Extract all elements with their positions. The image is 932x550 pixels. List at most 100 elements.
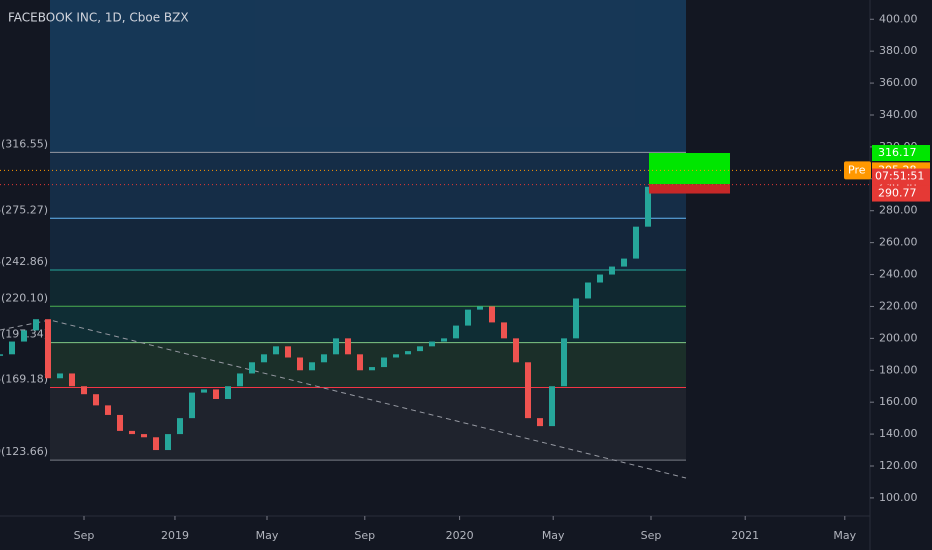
- x-tick-label: Sep: [641, 529, 662, 542]
- candle: [285, 346, 291, 358]
- candle: [429, 341, 435, 347]
- candle: [537, 418, 543, 427]
- candle: [141, 434, 147, 438]
- y-tick-label: 240.00: [879, 268, 918, 281]
- fib-label: 0(123.66): [0, 445, 48, 458]
- candle: [561, 338, 567, 387]
- x-tick-label: 2019: [161, 529, 189, 542]
- zone: [50, 306, 686, 343]
- zone: [50, 342, 686, 388]
- candle: [9, 341, 15, 355]
- fib-label: 8(242.86): [0, 255, 48, 268]
- candle: [321, 354, 327, 363]
- zone: [50, 218, 686, 270]
- zones: 1(316.55)6(275.27)8(242.86)5(220.10)2(19…: [0, 0, 687, 479]
- candle: [189, 392, 195, 419]
- timer: 07:51:51: [875, 170, 924, 183]
- candle: [261, 354, 267, 363]
- candle: [225, 386, 231, 399]
- candle: [393, 354, 399, 358]
- y-tick-label: 140.00: [879, 427, 918, 440]
- candle: [597, 274, 603, 283]
- candle: [45, 319, 51, 379]
- candle: [21, 330, 27, 342]
- candle: [585, 282, 591, 299]
- candle: [465, 309, 471, 326]
- y-tick-label: 400.00: [879, 12, 918, 25]
- candle: [417, 346, 423, 352]
- x-tick-label: 2021: [731, 529, 759, 542]
- y-tick-label: 120.00: [879, 459, 918, 472]
- zone: [50, 269, 686, 307]
- candle: [369, 367, 375, 371]
- candle: [645, 186, 651, 227]
- plot: [0, 153, 730, 451]
- candle: [489, 306, 495, 323]
- candle: [381, 357, 387, 368]
- chart-title: FACEBOOK INC, 1D, Cboe BZX: [8, 11, 189, 25]
- y-tick-label: 200.00: [879, 331, 918, 344]
- candle: [297, 357, 303, 371]
- candle: [345, 338, 351, 355]
- candle: [57, 373, 63, 379]
- x-tick-label: May: [542, 529, 565, 542]
- candle: [33, 319, 39, 331]
- x-tick-label: May: [256, 529, 279, 542]
- y-tick-label: 340.00: [879, 108, 918, 121]
- candle: [213, 389, 219, 399]
- candle: [105, 405, 111, 415]
- candle: [621, 258, 627, 267]
- candle: [501, 322, 507, 339]
- y-tick-label: 380.00: [879, 44, 918, 57]
- tag-prefix-bg: [844, 161, 871, 180]
- fib-label: 5(220.10): [0, 291, 48, 304]
- x-tick-label: Sep: [354, 529, 375, 542]
- fib-label: 1(316.55): [0, 137, 48, 150]
- trend-line: [0, 319, 687, 479]
- y-tick-label: 100.00: [879, 491, 918, 504]
- candle: [309, 362, 315, 371]
- candle: [477, 306, 483, 310]
- candle: [333, 338, 339, 355]
- price-tag-label: 290.77: [878, 187, 917, 200]
- y-tick-label: 280.00: [879, 204, 918, 217]
- target-box: [649, 153, 730, 185]
- candle: [549, 386, 555, 427]
- zone: [50, 152, 686, 219]
- fib-label: 6(275.27): [0, 203, 48, 216]
- tag-prefix: Pre: [848, 163, 866, 176]
- price-tag-label: 316.17: [878, 146, 917, 159]
- y-tick-label: 220.00: [879, 299, 918, 312]
- y-tick-label: 180.00: [879, 363, 918, 376]
- candle: [177, 418, 183, 435]
- candle: [237, 373, 243, 387]
- x-tick-label: 2020: [446, 529, 474, 542]
- price-tag: [872, 145, 930, 162]
- candle: [81, 386, 87, 395]
- candle: [357, 354, 363, 371]
- zone: [50, 0, 686, 153]
- x-tick-label: May: [833, 529, 856, 542]
- candle: [69, 373, 75, 387]
- candle: [249, 362, 255, 374]
- candle: [117, 414, 123, 431]
- candle: [129, 430, 135, 435]
- candle: [405, 351, 411, 355]
- candle: [513, 338, 519, 363]
- candle: [453, 325, 459, 339]
- timer-bg: [872, 168, 930, 185]
- y-tick-label: 160.00: [879, 395, 918, 408]
- candle: [441, 338, 447, 342]
- price-tag: [872, 185, 930, 202]
- candle: [633, 226, 639, 259]
- candle: [573, 298, 579, 339]
- candle: [165, 434, 171, 451]
- y-tick-label: 360.00: [879, 76, 918, 89]
- candle: [0, 354, 3, 356]
- candle: [201, 389, 207, 393]
- candle: [525, 362, 531, 419]
- zone: [50, 387, 686, 461]
- fib-label: 6(169.18): [0, 373, 48, 386]
